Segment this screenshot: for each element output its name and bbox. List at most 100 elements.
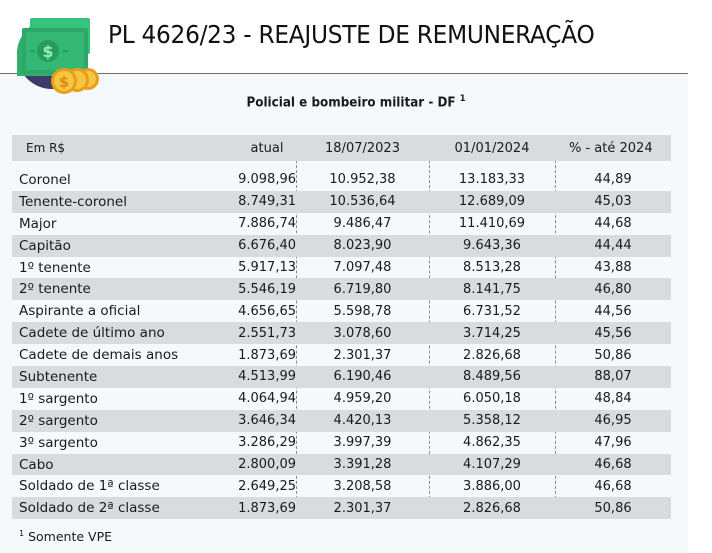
cell-jul-2023: 8.023,90 <box>333 238 392 254</box>
cell-jan-2024: 8.513,28 <box>463 260 521 275</box>
table-row: Coronel 9.098,96 10.952,38 13.183,33 44,89 <box>12 169 671 191</box>
cell-cargo: Soldado de 2ª classe <box>19 500 160 517</box>
cell-jul-2023: 10.952,38 <box>329 172 396 188</box>
cell-pct: 48,84 <box>594 391 632 407</box>
footnote-mark: 1 <box>459 94 466 104</box>
cell-jan-2024: 4.862,35 <box>463 435 521 451</box>
cell-cargo: Soldado de 1ª classe <box>19 478 160 495</box>
cell-jul-2023: 3.391,28 <box>333 457 392 473</box>
cell-jul-2023: 3.078,60 <box>333 325 392 341</box>
table-row: Cadete de demais anos 1.873,69 2.301,37 2.8… <box>12 344 671 366</box>
cell-pct: 44,89 <box>594 172 632 188</box>
cell-jan-2024: 12.689,09 <box>458 194 526 210</box>
cell-jul-2023: 9.486,47 <box>333 216 392 232</box>
cell-jan-2024: 13.183,33 <box>458 172 526 188</box>
cell-atual: 4.064,94 <box>238 391 296 407</box>
table-row: 2º sargento 3.646,34 4.420,13 5.358,12 46,95 <box>12 409 671 432</box>
cell-jul-2023: 6.719,80 <box>333 281 392 297</box>
cell-atual: 4.513,99 <box>238 369 296 385</box>
cell-jul-2023: 2.301,37 <box>333 500 392 516</box>
cell-cargo: Coronel <box>19 171 71 188</box>
page-title: PL 4626/23 - REAJUSTE DE REMUNERAÇÃO <box>108 20 595 49</box>
table-header-row: Em R$ atual 18/07/2023 01/01/2024 % - at… <box>12 135 671 161</box>
svg-text:$: $ <box>42 42 53 61</box>
cell-jan-2024: 2.826,68 <box>463 500 521 516</box>
cell-cargo: Subtenente <box>19 368 98 385</box>
cell-pct: 45,03 <box>594 194 632 210</box>
cell-atual: 5.546,19 <box>238 281 296 297</box>
table-row: 1º sargento 4.064,94 4.959,20 6.050,18 48,84 <box>12 388 671 410</box>
cell-pct: 43,88 <box>594 260 632 275</box>
salary-table: Em R$ atual 18/07/2023 01/01/2024 % - at… <box>12 135 671 520</box>
cell-atual: 1.873,69 <box>238 500 296 516</box>
cell-jan-2024: 11.410,69 <box>458 216 526 232</box>
table-row: Subtenente 4.513,99 6.190,46 8.489,56 88,07 <box>12 366 671 388</box>
cell-pct: 47,96 <box>594 435 632 451</box>
cell-atual: 6.676,40 <box>238 238 296 254</box>
cell-jan-2024: 3.886,00 <box>463 478 521 494</box>
header-jan-2024: 01/01/2024 <box>454 140 530 156</box>
table-row: Major 7.886,74 9.486,47 11.410,69 44,68 <box>12 213 671 235</box>
cell-pct: 50,86 <box>594 500 632 516</box>
cell-jul-2023: 3.997,39 <box>333 435 392 451</box>
header-em-rs: Em R$ <box>26 141 66 155</box>
cell-pct: 44,56 <box>594 303 632 319</box>
cell-jul-2023: 6.190,46 <box>333 369 392 385</box>
cell-cargo: 3º sargento <box>19 434 98 451</box>
cell-cargo: Cabo <box>19 456 54 473</box>
cell-jan-2024: 6.731,52 <box>463 303 521 319</box>
cell-jul-2023: 10.536,64 <box>329 194 396 210</box>
cell-pct: 46,68 <box>594 478 632 494</box>
cell-jan-2024: 3.714,25 <box>463 325 521 341</box>
table-row: Cabo 2.800,09 3.391,28 4.107,29 46,68 <box>12 453 671 476</box>
cell-pct: 46,80 <box>594 281 632 297</box>
cell-atual: 3.286,29 <box>238 435 296 451</box>
header-atual: atual <box>250 140 284 156</box>
cell-atual: 3.646,34 <box>238 413 296 429</box>
cell-pct: 44,68 <box>594 216 632 232</box>
cell-jul-2023: 7.097,48 <box>333 260 392 275</box>
footnote: 1 Somente VPE <box>19 529 113 545</box>
cell-cargo: 1º tenente <box>19 259 91 276</box>
cell-atual: 1.873,69 <box>238 347 296 363</box>
cell-atual: 7.886,74 <box>238 216 296 232</box>
cell-jan-2024: 5.358,12 <box>463 413 521 429</box>
cell-atual: 8.749,31 <box>238 194 296 210</box>
table-row: Soldado de 1ª classe 2.649,25 3.208,58 3.88… <box>12 475 671 497</box>
cell-jul-2023: 5.598,78 <box>333 303 392 319</box>
cell-atual: 2.551,73 <box>238 325 296 341</box>
header-pct: % - até 2024 <box>569 140 653 156</box>
cell-jan-2024: 8.141,75 <box>463 281 521 297</box>
table-row: 1º tenente 5.917,13 7.097,48 8.513,28 43,88 <box>12 257 671 279</box>
cell-cargo: Aspirante a oficial <box>19 303 141 320</box>
table-row: Capitão 6.676,40 8.023,90 9.643,36 44,44 <box>12 234 671 257</box>
cell-jul-2023: 3.208,58 <box>333 478 392 494</box>
cell-cargo: Cadete de demais anos <box>19 347 179 364</box>
cell-atual: 9.098,96 <box>238 172 296 188</box>
cell-jul-2023: 4.420,13 <box>333 413 392 429</box>
cell-cargo: 2º sargento <box>19 412 98 429</box>
cell-cargo: Major <box>19 215 57 232</box>
table-row: Tenente-coronel 8.749,31 10.536,64 12.689,0… <box>12 190 671 213</box>
header-jul-2023: 18/07/2023 <box>325 140 400 156</box>
cell-jan-2024: 8.489,56 <box>463 369 521 385</box>
table-row: 3º sargento 3.286,29 3.997,39 4.862,35 47,96 <box>12 432 671 454</box>
cell-atual: 5.917,13 <box>238 260 296 275</box>
cell-jan-2024: 6.050,18 <box>463 391 521 407</box>
cell-cargo: Capitão <box>19 237 71 254</box>
cell-jul-2023: 2.301,37 <box>333 347 392 363</box>
cell-pct: 88,07 <box>594 369 632 385</box>
cell-jan-2024: 9.643,36 <box>463 238 521 254</box>
cell-pct: 46,68 <box>594 457 632 473</box>
table-row: Soldado de 2ª classe 1.873,69 2.301,37 2.82… <box>12 497 671 520</box>
cell-cargo: Tenente-coronel <box>19 193 127 210</box>
table-row: 2º tenente 5.546,19 6.719,80 8.141,75 46,80 <box>12 278 671 301</box>
cell-pct: 50,86 <box>594 347 632 363</box>
money-bills-coins-icon: $ $ <box>17 18 99 94</box>
cell-pct: 44,44 <box>594 238 632 254</box>
cell-pct: 46,95 <box>594 413 632 429</box>
table-row: Aspirante a oficial 4.656,65 5.598,78 6.731… <box>12 300 671 322</box>
cell-jan-2024: 2.826,68 <box>463 347 521 363</box>
cell-atual: 2.800,09 <box>238 457 296 473</box>
cell-cargo: 2º tenente <box>19 281 91 298</box>
